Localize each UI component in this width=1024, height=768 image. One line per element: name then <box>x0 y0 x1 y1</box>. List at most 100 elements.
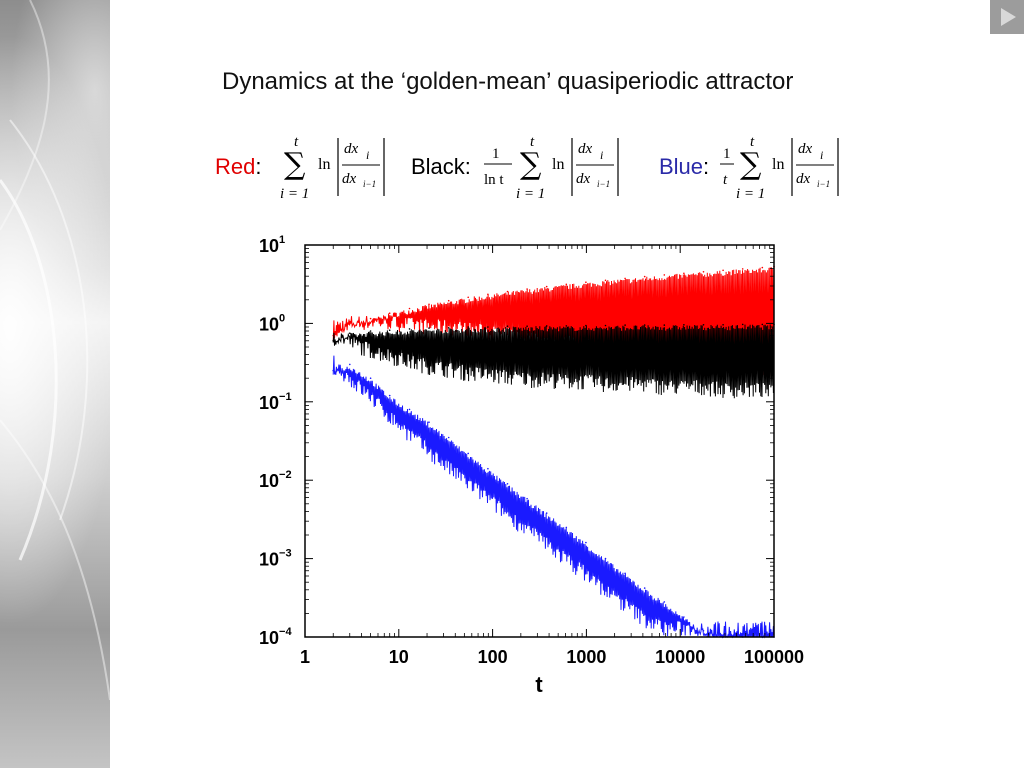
data-point <box>643 587 646 589</box>
formula-label-black: Black <box>411 154 465 179</box>
data-point <box>624 572 626 575</box>
next-slide-button[interactable] <box>990 0 1024 34</box>
svg-text:i: i <box>600 148 603 162</box>
x-tick-label: 100000 <box>744 647 804 667</box>
ln-operator: ln <box>552 156 564 173</box>
data-point <box>467 452 470 455</box>
data-point <box>408 328 411 330</box>
data-point <box>722 324 724 326</box>
data-point <box>663 274 666 276</box>
svg-text:∑: ∑ <box>284 147 306 182</box>
data-point <box>683 324 685 326</box>
svg-text:dx: dx <box>578 141 593 157</box>
svg-text:dx: dx <box>576 171 591 187</box>
svg-text:i−1: i−1 <box>817 179 830 189</box>
y-tick-label: 100 <box>259 312 285 334</box>
ln-operator: ln <box>772 156 784 173</box>
data-point <box>702 271 705 273</box>
y-tick-label: 10−3 <box>259 548 292 570</box>
data-point <box>428 303 430 306</box>
data-point <box>467 296 470 299</box>
svg-text:dx: dx <box>798 141 813 157</box>
data-point <box>506 290 509 293</box>
slide-title: Dynamics at the ‘golden-mean’ quasiperio… <box>222 68 794 95</box>
data-point <box>702 324 705 326</box>
data-point <box>761 323 764 326</box>
series-line-1 <box>332 324 775 399</box>
decorative-swirl <box>0 0 110 701</box>
data-point <box>604 324 607 327</box>
data-point <box>349 363 351 366</box>
sum-upper-limit: t <box>750 134 755 150</box>
data-point <box>349 332 351 335</box>
svg-text:∑: ∑ <box>520 147 542 182</box>
data-point <box>702 630 705 632</box>
data-point <box>683 272 685 275</box>
data-point <box>388 312 391 315</box>
data-point <box>545 285 548 288</box>
data-point <box>447 327 450 329</box>
data-point <box>349 322 351 325</box>
data-point <box>369 317 372 320</box>
series-1 <box>332 323 775 399</box>
data-point <box>447 299 450 302</box>
data-point <box>408 307 411 310</box>
data-point <box>741 323 744 326</box>
svg-text:i−1: i−1 <box>363 179 376 189</box>
data-point <box>585 281 587 284</box>
data-point <box>447 436 450 439</box>
data-point <box>585 541 587 544</box>
svg-text:∑: ∑ <box>740 147 762 182</box>
y-tick-label: 10−1 <box>259 391 292 413</box>
data-point <box>683 616 685 618</box>
series-layer <box>332 265 775 639</box>
svg-text:dx: dx <box>796 171 811 187</box>
prefactor-numerator: 1 <box>723 146 731 162</box>
sum-lower-limit: i = 1 <box>736 186 765 202</box>
formula-black-math: 1 ln t t ∑ i = 1 ln dx i dx i−1 <box>484 134 619 202</box>
data-point <box>332 369 335 372</box>
data-point <box>526 288 528 290</box>
prefactor-numerator: 1 <box>492 146 500 162</box>
data-point <box>545 512 548 514</box>
y-tick-label: 10−2 <box>259 469 292 491</box>
svg-text:dx: dx <box>342 171 357 187</box>
data-point <box>604 279 607 282</box>
svg-text:i−1: i−1 <box>597 179 610 189</box>
svg-text:i: i <box>366 148 369 162</box>
data-point <box>526 325 528 328</box>
data-point <box>565 526 568 529</box>
plot-frame <box>304 244 775 638</box>
svg-text:dx: dx <box>344 141 359 157</box>
data-point <box>565 283 568 286</box>
formula-label-blue: Blue <box>659 154 704 179</box>
formula-label-red: Red <box>215 154 256 179</box>
data-point <box>487 467 489 470</box>
data-point <box>761 266 764 269</box>
data-point <box>643 275 646 278</box>
data-point <box>741 268 744 270</box>
x-tick-label: 100 <box>478 647 508 667</box>
data-point <box>408 408 411 411</box>
data-point <box>643 324 646 326</box>
data-point <box>624 324 626 326</box>
data-point <box>487 293 489 296</box>
data-point <box>332 340 335 342</box>
sum-upper-limit: t <box>294 134 299 150</box>
x-tick-label: 10000 <box>655 647 705 667</box>
data-point <box>506 483 509 485</box>
formula-red-math: t ∑ i = 1 ln dx i dx i−1 <box>280 134 385 202</box>
ln-operator: ln <box>318 156 330 173</box>
data-point <box>428 421 430 424</box>
data-point <box>487 326 489 328</box>
data-point <box>663 324 666 326</box>
data-point <box>663 601 666 603</box>
data-point <box>369 377 372 380</box>
sum-lower-limit: i = 1 <box>516 186 545 202</box>
prefactor-denominator: ln t <box>484 172 504 188</box>
data-point <box>369 330 372 332</box>
decorative-side-panel <box>0 0 110 768</box>
x-tick-label: 10 <box>389 647 409 667</box>
data-point <box>545 325 548 327</box>
